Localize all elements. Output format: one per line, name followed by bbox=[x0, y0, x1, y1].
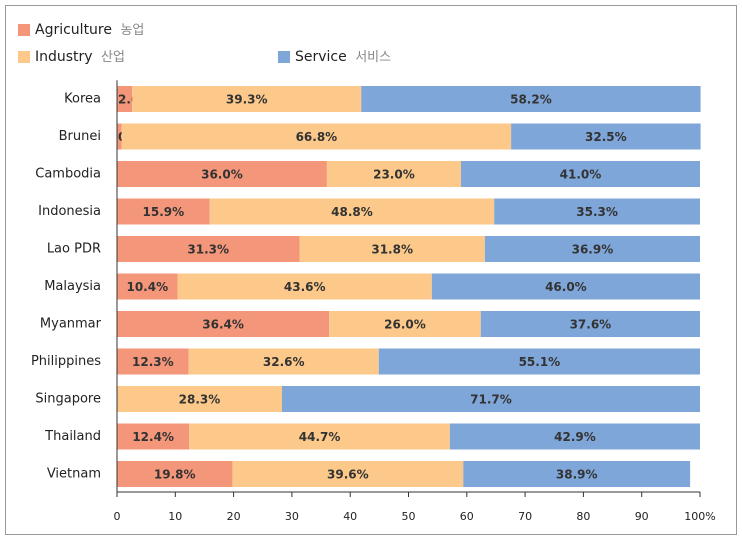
bar-segment bbox=[431, 273, 700, 300]
bar-segment bbox=[117, 236, 300, 262]
value-label: 31.3% bbox=[187, 243, 229, 257]
x-tick-label: 40 bbox=[343, 510, 357, 523]
bar-segment bbox=[232, 461, 464, 487]
legend-swatch bbox=[18, 24, 30, 36]
value-label: 38.9% bbox=[556, 468, 598, 482]
value-label: 28.3% bbox=[179, 393, 221, 407]
y-tick-label: Indonesia bbox=[38, 204, 101, 219]
bar-segment bbox=[209, 198, 495, 225]
bar-segment bbox=[117, 273, 178, 300]
value-label: 37.6% bbox=[570, 318, 612, 332]
legend-label: Service 서비스 bbox=[295, 49, 391, 65]
x-tick-label: 100% bbox=[684, 510, 715, 523]
bar-segment bbox=[188, 348, 379, 375]
y-tick-label: Vietnam bbox=[47, 467, 101, 482]
value-label: 66.8% bbox=[296, 130, 338, 144]
value-label: 12.4% bbox=[132, 430, 174, 444]
frame bbox=[5, 5, 737, 535]
bar-segment bbox=[117, 348, 189, 375]
x-tick-label: 50 bbox=[402, 510, 416, 523]
bar-segment bbox=[117, 461, 233, 487]
value-label: 12.3% bbox=[132, 355, 174, 369]
bar-segment bbox=[117, 386, 282, 412]
value-label: 35.3% bbox=[576, 205, 618, 219]
bar-segment bbox=[299, 236, 485, 262]
value-label: 39.3% bbox=[226, 93, 268, 107]
bar-segment bbox=[281, 386, 700, 412]
y-tick-label: Philippines bbox=[31, 354, 101, 369]
value-label: 32.5% bbox=[585, 130, 627, 144]
value-label: 41.0% bbox=[560, 168, 602, 182]
bar-segment bbox=[449, 423, 700, 450]
y-tick-label: Korea bbox=[64, 92, 101, 107]
bar-segment bbox=[480, 311, 700, 337]
x-tick-label: 90 bbox=[635, 510, 649, 523]
value-label: 36.0% bbox=[201, 168, 243, 182]
value-label: 42.9% bbox=[554, 430, 596, 444]
value-label: 36.9% bbox=[572, 243, 614, 257]
value-label: 46.0% bbox=[545, 280, 587, 294]
x-tick-label: 30 bbox=[285, 510, 299, 523]
value-label: 15.9% bbox=[143, 205, 185, 219]
bar-segment bbox=[117, 423, 190, 450]
value-label: 71.7% bbox=[470, 393, 512, 407]
bar-segment bbox=[117, 86, 133, 112]
bar-segment bbox=[117, 161, 327, 187]
value-label: 23.0% bbox=[373, 168, 415, 182]
bar-segment bbox=[463, 461, 691, 487]
y-tick-label: Cambodia bbox=[35, 167, 101, 182]
legend-label: Industry 산업 bbox=[35, 49, 125, 65]
value-label: 32.6% bbox=[263, 355, 305, 369]
bar-segment bbox=[121, 123, 512, 150]
value-label: 19.8% bbox=[154, 468, 196, 482]
x-tick-label: 80 bbox=[576, 510, 590, 523]
y-tick-label: Lao PDR bbox=[47, 242, 101, 257]
x-tick-label: 20 bbox=[227, 510, 241, 523]
bar-segment bbox=[117, 311, 330, 337]
value-label: 39.6% bbox=[327, 468, 369, 482]
x-tick-label: 0 bbox=[114, 510, 121, 523]
y-tick-label: Singapore bbox=[35, 392, 101, 407]
x-tick-label: 10 bbox=[168, 510, 182, 523]
x-tick-label: 60 bbox=[460, 510, 474, 523]
bar-segment bbox=[361, 86, 701, 112]
y-tick-label: Thailand bbox=[44, 429, 101, 444]
legend-label: Agriculture 농업 bbox=[35, 22, 144, 38]
value-label: 31.8% bbox=[371, 243, 413, 257]
bar-segment bbox=[511, 123, 701, 150]
value-label: 43.6% bbox=[284, 280, 326, 294]
value-label: 10.4% bbox=[126, 280, 168, 294]
bar-segment bbox=[460, 161, 700, 187]
bar-segment bbox=[117, 123, 122, 150]
value-label: 48.8% bbox=[331, 205, 373, 219]
bar-segment bbox=[189, 423, 450, 450]
bar-segment bbox=[177, 273, 432, 300]
bar-segment bbox=[326, 161, 461, 187]
y-tick-label: Brunei bbox=[59, 129, 101, 144]
value-label: 36.4% bbox=[202, 318, 244, 332]
bar-segment bbox=[117, 198, 210, 225]
value-label: 44.7% bbox=[299, 430, 341, 444]
bar-segment bbox=[132, 86, 362, 112]
legend-swatch bbox=[278, 51, 290, 63]
value-label: 55.1% bbox=[519, 355, 561, 369]
bar-segment bbox=[494, 198, 700, 225]
legend-swatch bbox=[18, 51, 30, 63]
value-label: 26.0% bbox=[384, 318, 426, 332]
x-tick-label: 70 bbox=[518, 510, 532, 523]
value-label: 58.2% bbox=[510, 93, 552, 107]
bar-segment bbox=[329, 311, 481, 337]
bar-segment bbox=[378, 348, 700, 375]
y-tick-label: Myanmar bbox=[40, 317, 102, 332]
bar-segment bbox=[484, 236, 700, 262]
y-tick-label: Malaysia bbox=[44, 279, 101, 294]
